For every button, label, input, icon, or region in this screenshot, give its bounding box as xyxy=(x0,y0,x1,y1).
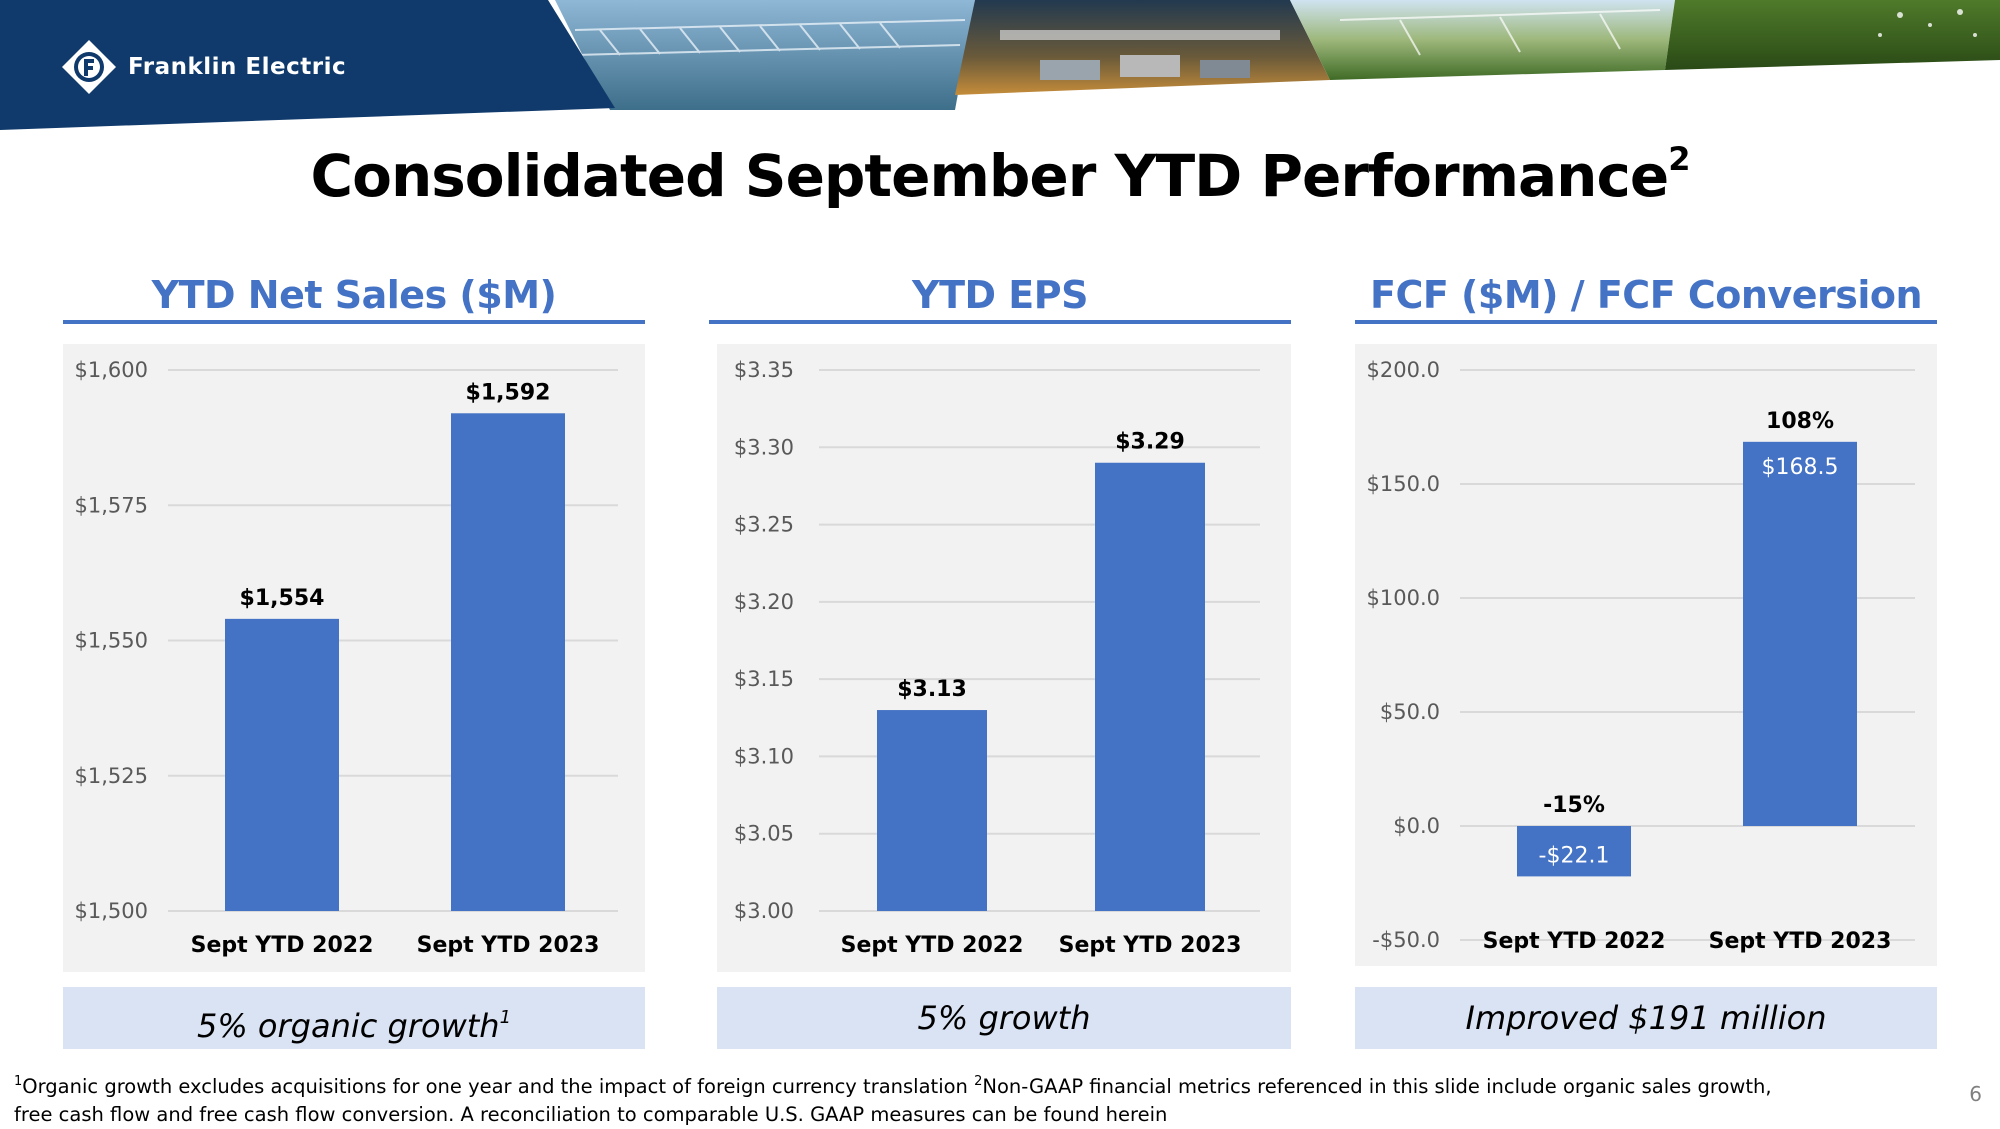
eps-title: YTD EPS xyxy=(709,270,1291,324)
bar xyxy=(225,618,339,911)
company-logo: Franklin Electric xyxy=(60,38,346,96)
data-label: $3.13 xyxy=(897,677,967,702)
category-label: Sept YTD 2022 xyxy=(841,933,1024,958)
y-tick-label: $3.00 xyxy=(734,899,794,923)
bar xyxy=(1517,826,1631,877)
footnote: 1Organic growth excludes acquisitions fo… xyxy=(14,1074,1772,1126)
y-tick-label: $1,600 xyxy=(75,358,148,382)
y-tick-label: $1,525 xyxy=(75,764,148,788)
franklin-logo-icon xyxy=(62,40,116,94)
data-label: $1,554 xyxy=(240,586,325,611)
net-sales-caption-sup: 1 xyxy=(499,1007,512,1028)
net-sales-chart: $1,500 $1,525 $1,550 $1,575 $1,600 $1,554 Sept… xyxy=(63,344,645,972)
page-number: 6 xyxy=(1969,1082,1982,1106)
eps-panel: YTD EPS xyxy=(709,270,1291,324)
page-title: Consolidated September YTD Performance2 xyxy=(310,140,1691,210)
data-label: -$22.1 xyxy=(1539,843,1610,868)
category-label: Sept YTD 2022 xyxy=(191,933,374,958)
banner-navy-band xyxy=(0,0,615,130)
banner-photo-water xyxy=(555,0,975,110)
y-tick-label: $3.15 xyxy=(734,667,794,691)
bar xyxy=(877,710,987,911)
category-label: Sept YTD 2022 xyxy=(1483,929,1666,954)
eps-caption: 5% growth xyxy=(717,987,1291,1049)
net-sales-title: YTD Net Sales ($M) xyxy=(63,270,645,324)
y-tick-label: $1,500 xyxy=(75,899,148,923)
bar xyxy=(451,413,565,911)
y-tick-label: $1,575 xyxy=(75,493,148,517)
y-tick-label: $3.20 xyxy=(734,590,794,614)
header-banner xyxy=(0,0,2000,130)
net-sales-panel: YTD Net Sales ($M) xyxy=(63,270,645,324)
bar xyxy=(1743,441,1857,826)
data-label: $1,592 xyxy=(466,380,551,405)
banner-photo-sprinkler xyxy=(1665,0,2000,70)
y-tick-label: $3.30 xyxy=(734,435,794,459)
y-tick-label: $150.0 xyxy=(1367,472,1440,496)
y-tick-label: $50.0 xyxy=(1380,700,1440,724)
y-tick-label: $0.0 xyxy=(1393,814,1440,838)
fcf-chart: -$50.0 $0.0 $50.0 $100.0 $150.0 $200.0 -$22.1 -… xyxy=(1355,344,1937,966)
y-tick-label: $3.25 xyxy=(734,513,794,537)
category-label: Sept YTD 2023 xyxy=(1709,929,1892,954)
bar xyxy=(1095,462,1205,911)
data-label: $3.29 xyxy=(1115,430,1185,455)
y-tick-label: $3.05 xyxy=(734,822,794,846)
y-tick-label: $3.35 xyxy=(734,358,794,382)
title-superscript: 2 xyxy=(1668,140,1690,178)
fcf-panel: FCF ($M) / FCF Conversion xyxy=(1355,270,1937,324)
category-label: Sept YTD 2023 xyxy=(417,933,600,958)
data-label: $168.5 xyxy=(1762,455,1839,480)
conversion-label: -15% xyxy=(1543,793,1605,818)
fcf-caption: Improved $191 million xyxy=(1355,987,1937,1049)
category-label: Sept YTD 2023 xyxy=(1059,933,1242,958)
conversion-label: 108% xyxy=(1766,409,1834,434)
y-tick-label: $100.0 xyxy=(1367,586,1440,610)
y-tick-label: $3.10 xyxy=(734,744,794,768)
banner-photo-station xyxy=(955,0,1330,95)
net-sales-caption: 5% organic growth1 xyxy=(63,987,645,1049)
y-tick-label: $1,550 xyxy=(75,629,148,653)
eps-chart: $3.00 $3.05 $3.10 $3.15 $3.20 $3.25 $3.30 $3.35… xyxy=(717,344,1291,972)
company-name: Franklin Electric xyxy=(128,54,347,80)
y-tick-label: -$50.0 xyxy=(1372,928,1440,952)
fcf-title: FCF ($M) / FCF Conversion xyxy=(1355,270,1937,324)
banner-photo-field xyxy=(1290,0,1675,80)
y-tick-label: $200.0 xyxy=(1367,358,1440,382)
